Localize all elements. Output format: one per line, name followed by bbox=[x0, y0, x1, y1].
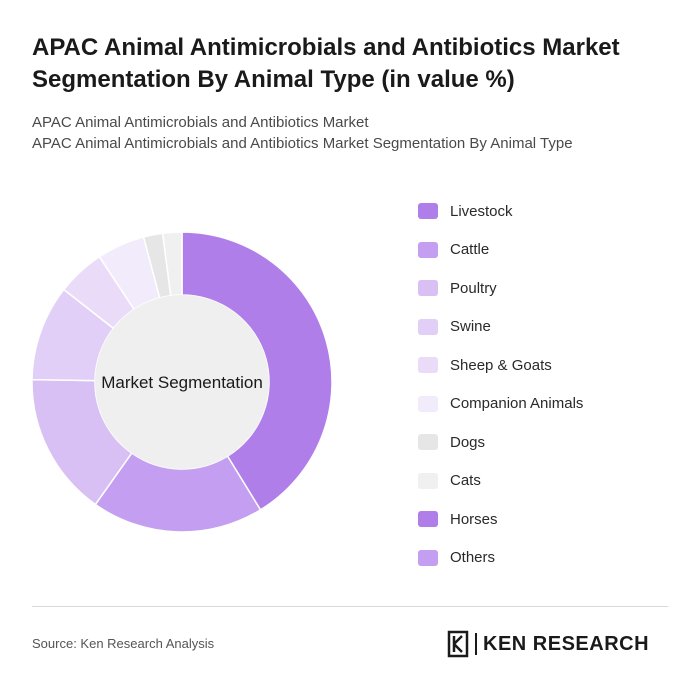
legend-item-horses[interactable]: Horses bbox=[418, 508, 678, 530]
footer-divider bbox=[32, 606, 668, 607]
legend-item-cattle[interactable]: Cattle bbox=[418, 239, 678, 261]
legend-label-others: Others bbox=[450, 549, 496, 566]
legend-swatch-dogs bbox=[418, 434, 438, 450]
legend-label-sheep-goats: Sheep & Goats bbox=[450, 356, 552, 374]
ken-research-logo: KEN RESEARCH bbox=[447, 630, 649, 658]
legend-swatch-swine bbox=[418, 318, 438, 335]
legend-swatch-livestock bbox=[418, 203, 438, 219]
donut-chart: Market Segmentation bbox=[31, 231, 333, 533]
legend-item-poultry[interactable]: Poultry bbox=[418, 277, 678, 299]
chart-title: APAC Animal Antimicrobials and Antibioti… bbox=[32, 34, 620, 93]
legend-swatch-others bbox=[418, 549, 438, 566]
legend-swatch-cattle bbox=[418, 241, 438, 258]
legend-item-swine[interactable]: Swine bbox=[418, 316, 678, 338]
chart-subtitle-market: APAC Animal Antimicrobials and Antibioti… bbox=[32, 114, 369, 131]
logo-wordmark: KEN RESEARCH bbox=[483, 632, 650, 655]
chart-subtitle-segmentation: APAC Animal Antimicrobials and Antibioti… bbox=[32, 135, 573, 152]
legend-swatch-companion-animals bbox=[418, 395, 438, 412]
donut-center-label: Market Segmentation bbox=[101, 373, 263, 392]
logo-divider bbox=[475, 633, 477, 655]
donut-center bbox=[95, 295, 269, 469]
legend-swatch-sheep-goats bbox=[418, 357, 438, 373]
ken-research-logo-icon bbox=[447, 630, 469, 658]
legend-label-horses: Horses bbox=[450, 510, 498, 528]
legend-swatch-cats bbox=[418, 472, 438, 489]
source-note: Source: Ken Research Analysis bbox=[32, 636, 215, 651]
legend-label-companion-animals: Companion Animals bbox=[450, 395, 584, 412]
legend-label-cattle: Cattle bbox=[450, 241, 490, 258]
legend-label-livestock: Livestock bbox=[450, 202, 513, 220]
legend-item-dogs[interactable]: Dogs bbox=[418, 431, 678, 453]
legend-item-companion-animals[interactable]: Companion Animals bbox=[418, 393, 678, 415]
legend-swatch-poultry bbox=[418, 280, 438, 296]
legend-label-cats: Cats bbox=[450, 472, 481, 489]
chart-legend: Livestock Cattle Poultry Swine Sheep & Goats… bbox=[418, 200, 678, 585]
legend-label-dogs: Dogs bbox=[450, 433, 486, 451]
chart-area: Market Segmentation bbox=[0, 180, 700, 590]
legend-swatch-horses bbox=[418, 511, 438, 527]
legend-item-cats[interactable]: Cats bbox=[418, 470, 678, 492]
legend-label-swine: Swine bbox=[450, 318, 491, 335]
legend-item-livestock[interactable]: Livestock bbox=[418, 200, 678, 222]
legend-item-others[interactable]: Others bbox=[418, 547, 678, 569]
legend-item-sheep-goats[interactable]: Sheep & Goats bbox=[418, 354, 678, 376]
legend-label-poultry: Poultry bbox=[450, 279, 497, 297]
